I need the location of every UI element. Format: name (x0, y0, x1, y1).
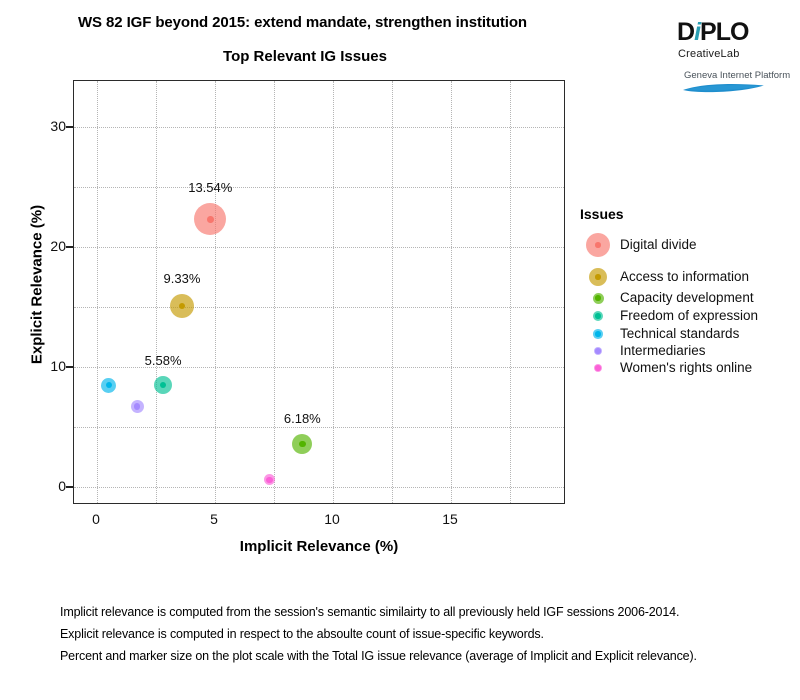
footnote-line-3: Percent and marker size on the plot scal… (60, 649, 697, 663)
legend-label-digital-divide: Digital divide (620, 236, 697, 252)
y-tick-mark-20 (66, 246, 73, 248)
gridline-y-0 (74, 487, 564, 488)
legend-marker-dot (595, 295, 601, 301)
gridline-x-15 (451, 81, 452, 503)
footnote-line-1: Implicit relevance is computed from the … (60, 605, 680, 619)
gridline-x-2.5 (156, 81, 157, 503)
bubble-center-dot (159, 381, 167, 389)
legend-marker-dot (595, 331, 601, 337)
y-tick-mark-30 (66, 126, 73, 128)
diplo-logo-wordmark: DiPLO (677, 18, 749, 47)
gridline-x-17.5 (510, 81, 511, 503)
point-label-5.58%: 5.58% (144, 353, 182, 368)
geneva-internet-platform-label: Geneva Internet Platform (684, 70, 791, 81)
x-tick-label-10: 10 (324, 511, 340, 527)
gridline-x-7.5 (274, 81, 275, 503)
x-tick-label-15: 15 (442, 511, 458, 527)
legend-label-access-to-information: Access to information (620, 268, 750, 284)
legend-marker-dot (595, 348, 601, 354)
gridline-y-15 (74, 307, 564, 308)
legend-marker-dot (595, 365, 601, 371)
legend-label-technical-standards: Technical standards (620, 325, 740, 341)
point-label-6.18%: 6.18% (283, 410, 321, 426)
logo-letter-i: i (694, 18, 701, 46)
chart-subtitle: Top Relevant IG Issues (223, 48, 387, 65)
x-tick-label-0: 0 (92, 511, 100, 527)
point-label-9.33%: 9.33% (163, 270, 201, 286)
bubble-center-dot (207, 216, 214, 223)
y-tick-mark-10 (66, 366, 73, 368)
legend-marker-dot (595, 274, 601, 280)
point-label-13.54%: 13.54% (188, 180, 233, 196)
gridline-x-0 (97, 81, 98, 503)
gridline-y-10 (74, 367, 564, 368)
footnotes: Implicit relevance is computed from the … (60, 601, 760, 667)
bubble-center-dot (133, 403, 141, 410)
gridline-y-5 (74, 427, 564, 428)
y-tick-mark-0 (66, 486, 73, 488)
gridline-y-20 (74, 247, 564, 248)
footnote-line-2: Explicit relevance is computed in respec… (60, 627, 544, 641)
chart-title: WS 82 IGF beyond 2015: extend mandate, s… (78, 14, 527, 31)
gridline-y-25 (74, 187, 564, 188)
gridline-x-5 (215, 81, 216, 503)
x-tick-label-5: 5 (210, 511, 218, 527)
plot-area: 13.54% 9.33% 6.18% 5.58% (73, 80, 565, 504)
legend-label-freedom-of-expression: Freedom of expression (620, 307, 759, 323)
legend-marker-dot (595, 313, 601, 319)
y-tick-label-30: 30 (50, 118, 66, 134)
legend-label-intermediaries: Intermediaries (620, 342, 706, 358)
bubble-center-dot (105, 381, 113, 389)
bubble-center-dot (266, 476, 273, 484)
y-tick-label-20: 20 (50, 238, 66, 254)
legend-label-women-s-rights-online: Women's rights online (620, 359, 753, 375)
logo-swoosh-icon (683, 84, 764, 93)
gridline-x-10 (333, 81, 334, 503)
gridline-x-12.5 (392, 81, 393, 503)
legend-marker-dot (595, 242, 601, 248)
bubble-center-dot (178, 302, 186, 310)
bubble-center-dot (299, 440, 306, 448)
x-axis-title: Implicit Relevance (%) (239, 538, 399, 555)
legend-title: Issues (580, 206, 624, 222)
y-tick-label-0: 0 (58, 478, 66, 494)
legend-label-capacity-development: Capacity development (620, 289, 754, 305)
logo-letters-plo: PLO (700, 18, 749, 46)
logo-letter-d: D (677, 18, 695, 46)
y-tick-label-10: 10 (50, 358, 66, 374)
diplo-creativelab-label: CreativeLab (678, 48, 740, 60)
gridline-y-30 (74, 127, 564, 128)
